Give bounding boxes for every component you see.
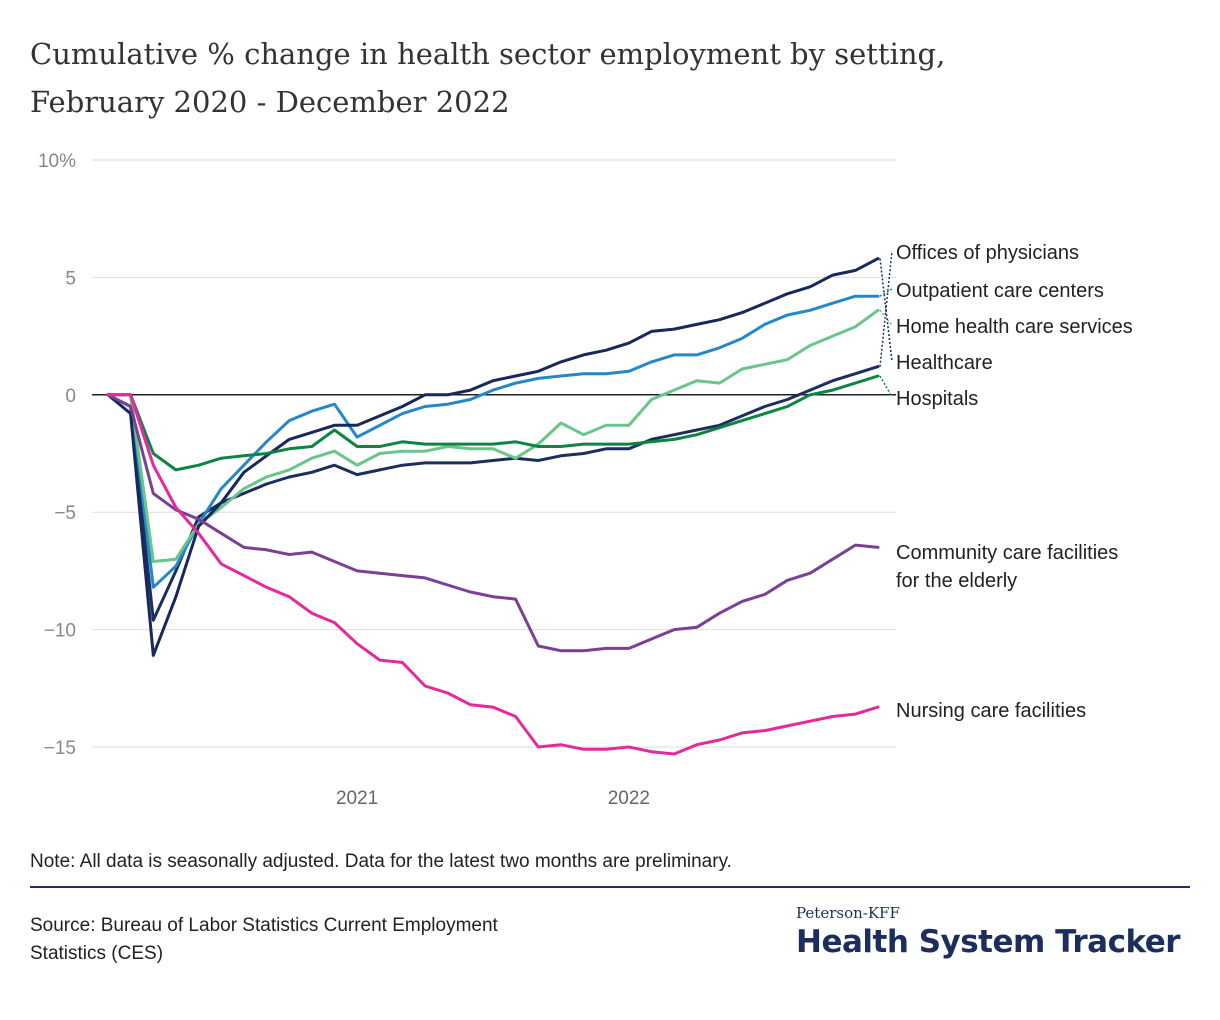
chart-title-line-1: Cumulative % change in health sector emp… xyxy=(30,37,946,71)
source-line-1: Source: Bureau of Labor Statistics Curre… xyxy=(30,915,498,936)
y-tick-label: −5 xyxy=(54,503,76,524)
source-text: Source: Bureau of Labor Statistics Curre… xyxy=(30,912,670,968)
line-chart: 10% 5 0 −5 −10 −15 2021 2022 Offices of physic… xyxy=(38,151,1133,809)
y-tick-label: −10 xyxy=(44,621,76,642)
x-axis: 2021 2022 xyxy=(336,788,650,809)
series-line-community-care-facilities-for-the-elderly xyxy=(106,393,880,653)
label-home-health-care-services: Home health care services xyxy=(896,316,1133,338)
series-line-home-health-care-services xyxy=(106,308,880,563)
series-line-healthcare xyxy=(106,257,880,657)
grid xyxy=(92,159,896,748)
label-community-care-line-1: Community care facilities xyxy=(896,542,1118,564)
source-line-2: Statistics (CES) xyxy=(30,943,164,964)
label-leaders xyxy=(879,250,893,398)
chart-title-line-2: February 2020 - December 2022 xyxy=(30,85,510,119)
label-community-care-line-2: for the elderly xyxy=(896,570,1017,592)
series-lines xyxy=(106,257,880,756)
brand-logo: Peterson-KFF Health System Tracker xyxy=(796,904,1196,960)
series-line-nursing-care-facilities xyxy=(106,393,880,756)
series-line-offices-of-physicians xyxy=(106,365,880,622)
label-healthcare: Healthcare xyxy=(896,352,993,374)
leader-home-health-care-services xyxy=(879,309,893,326)
x-tick-label: 2021 xyxy=(336,788,378,809)
chart-title: Cumulative % change in health sector emp… xyxy=(30,30,1190,126)
x-tick-label: 2022 xyxy=(608,788,650,809)
leader-hospitals xyxy=(879,375,893,398)
chart-note: Note: All data is seasonally adjusted. D… xyxy=(30,851,732,872)
leader-offices-of-physicians xyxy=(879,250,893,367)
y-tick-label: 10% xyxy=(38,151,76,172)
leader-healthcare xyxy=(879,258,893,362)
y-tick-label: 5 xyxy=(65,268,76,289)
label-offices-of-physicians: Offices of physicians xyxy=(896,242,1079,264)
leader-outpatient-care-centers xyxy=(879,288,893,297)
label-hospitals: Hospitals xyxy=(896,388,978,410)
y-tick-label: 0 xyxy=(65,386,76,407)
series-line-hospitals xyxy=(106,374,880,472)
brand-top-text: Peterson-KFF xyxy=(796,904,900,922)
label-outpatient-care-centers: Outpatient care centers xyxy=(896,280,1104,302)
series-line-outpatient-care-centers xyxy=(106,294,880,589)
series-labels: Offices of physicians Outpatient care ce… xyxy=(896,242,1133,722)
label-nursing-care-facilities: Nursing care facilities xyxy=(896,700,1086,722)
brand-main-text: Health System Tracker xyxy=(796,924,1181,960)
footer-divider xyxy=(30,886,1190,888)
y-axis: 10% 5 0 −5 −10 −15 xyxy=(38,151,76,759)
y-tick-label: −15 xyxy=(44,738,76,759)
